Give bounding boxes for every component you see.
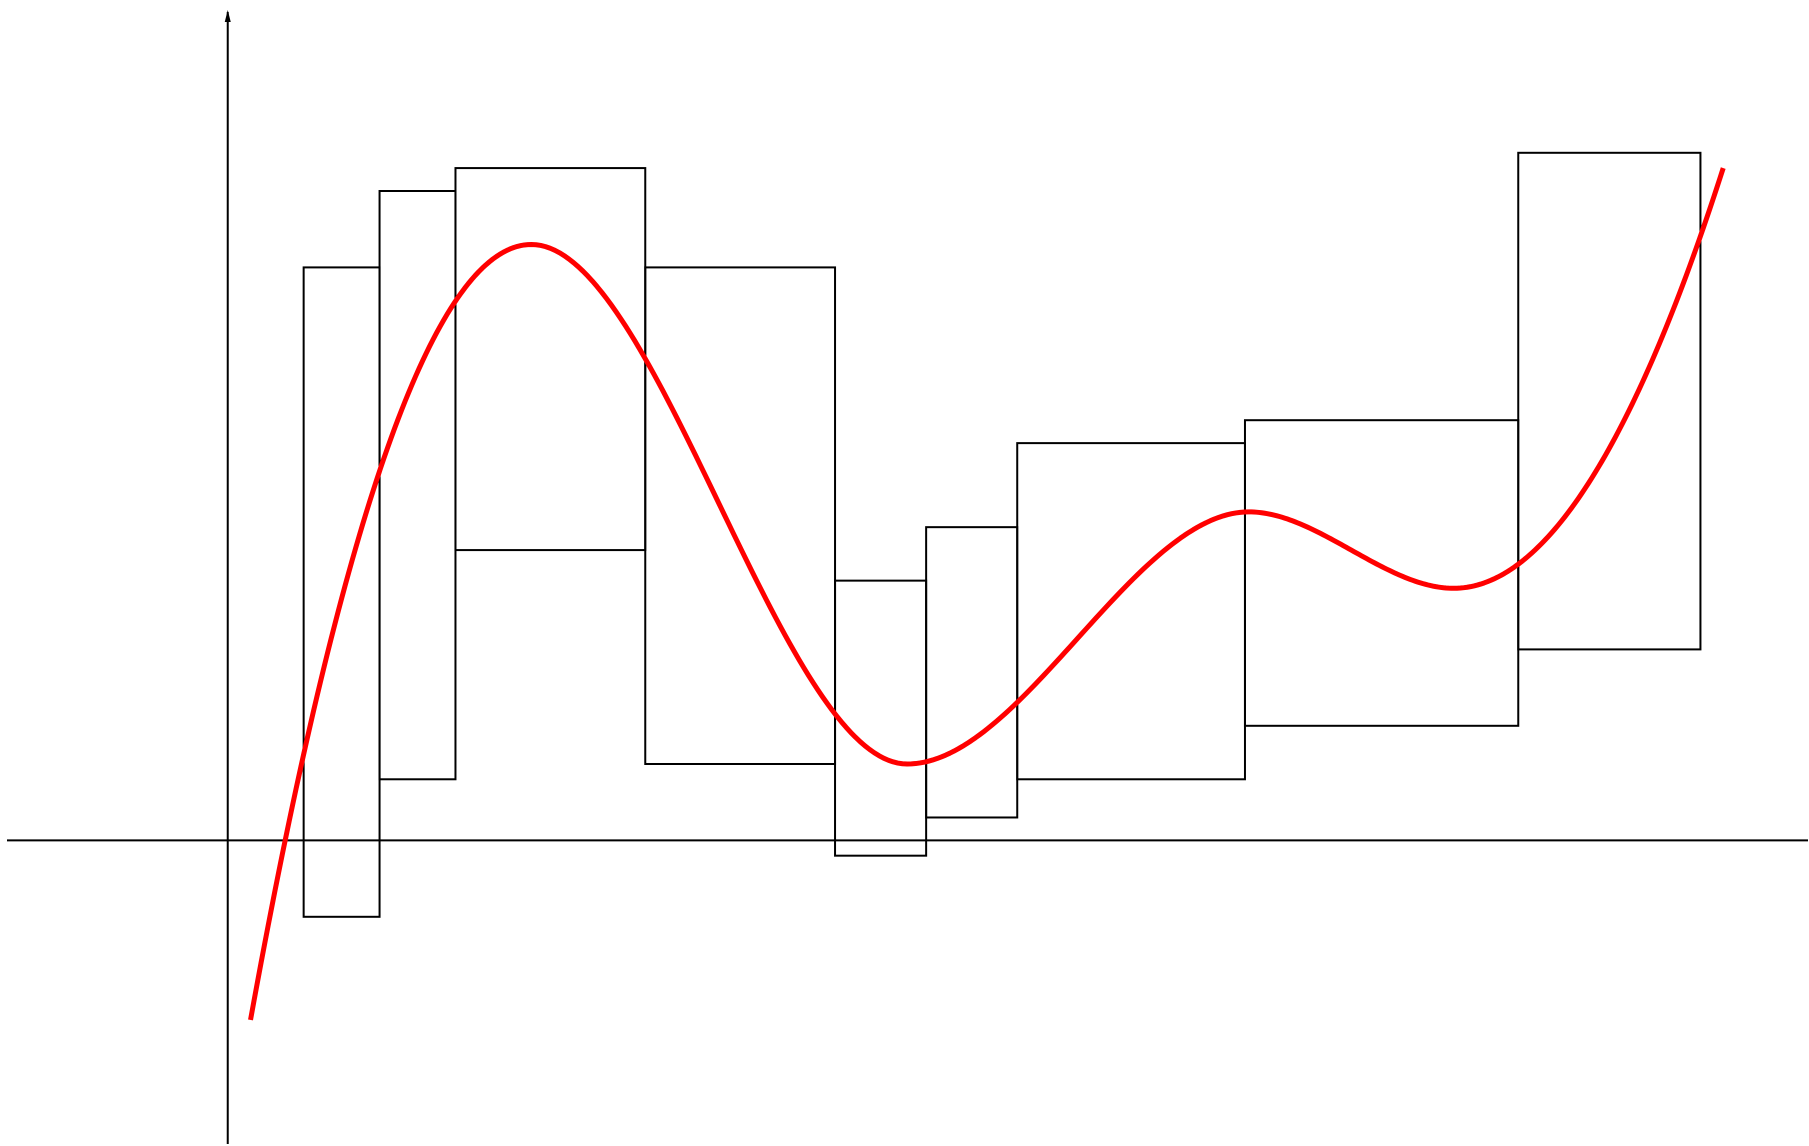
axes-group [7, 10, 1808, 1144]
y-axis-arrow-icon [224, 10, 231, 22]
interval-box-4 [644, 266, 837, 765]
function-curve [248, 167, 1726, 1021]
interval-box-9 [1517, 151, 1702, 651]
boxes-group [302, 151, 1702, 918]
